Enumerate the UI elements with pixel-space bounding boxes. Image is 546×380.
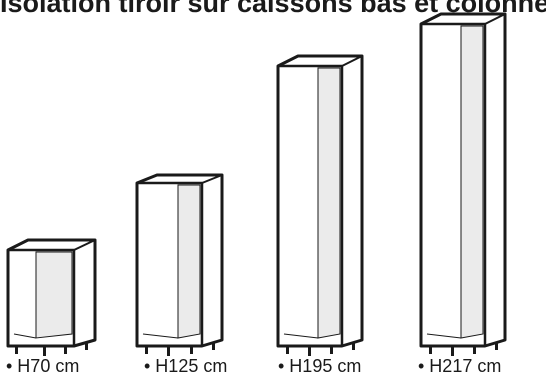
cabinet-label-h125: • H125 cm [144,356,228,376]
cabinet-h217-illustration [419,12,507,356]
cabinet-h195-illustration [276,54,364,356]
page-title: Isolation tiroir sur caissons bas et col… [0,0,546,18]
cabinet-h125-illustration [135,173,224,356]
cabinet-label-h195: • H195 cm [278,356,362,376]
cabinet-label-h217: • H217 cm [418,356,502,376]
cabinet-h70-illustration [6,238,97,356]
cabinet-label-h70: • H70 cm [6,356,80,376]
